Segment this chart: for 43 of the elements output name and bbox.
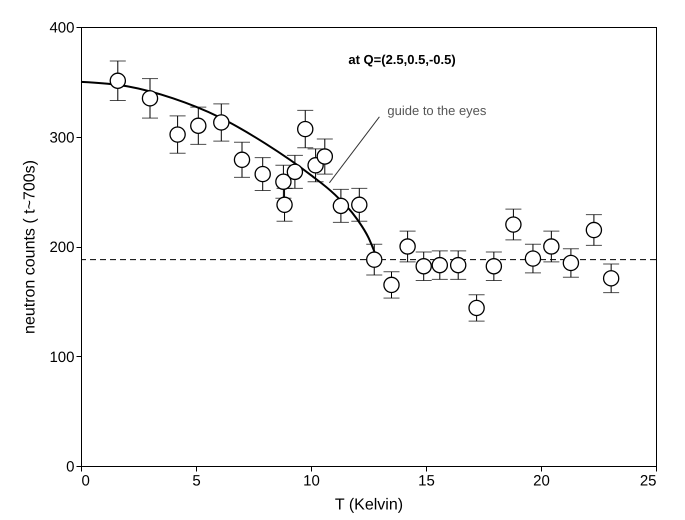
point — [332, 198, 350, 214]
point — [399, 238, 416, 255]
point — [366, 251, 382, 268]
x-tick-label: 15 — [418, 472, 435, 490]
point — [383, 276, 400, 294]
annotation: at Q=(2.5,0.5,-0.5) — [348, 52, 456, 67]
point — [450, 256, 466, 274]
point — [543, 238, 560, 255]
point — [586, 222, 602, 238]
point — [432, 256, 448, 274]
annotation: guide to the eyes — [387, 102, 487, 118]
point — [276, 196, 293, 214]
point — [415, 258, 432, 274]
point — [142, 90, 158, 107]
y-tick-label: 200 — [49, 239, 74, 256]
y-axis-title: neutron counts ( t~700s) — [21, 160, 38, 334]
x-tick-label: 5 — [192, 472, 201, 490]
y-tick-label: 100 — [49, 348, 74, 366]
x-tick-label: 10 — [303, 472, 320, 490]
point — [562, 254, 580, 272]
point — [468, 300, 485, 316]
y-tick-label: 300 — [49, 129, 74, 146]
point — [316, 148, 334, 165]
point — [286, 164, 304, 180]
point — [602, 270, 620, 287]
point — [505, 216, 522, 233]
point — [213, 114, 230, 131]
point — [297, 120, 314, 138]
point — [190, 118, 207, 134]
x-tick-label: 0 — [82, 472, 90, 490]
x-tick-label: 25 — [640, 472, 656, 490]
y-tick-label: 0 — [66, 458, 74, 476]
point — [234, 152, 250, 168]
point — [169, 126, 186, 143]
point — [254, 166, 271, 182]
x-tick-label: 20 — [533, 472, 550, 490]
x-axis-title: T (Kelvin) — [334, 496, 404, 514]
point — [275, 174, 292, 190]
point — [110, 72, 126, 89]
y-tick-label: 400 — [49, 20, 74, 36]
point — [351, 196, 368, 214]
point — [486, 258, 502, 274]
point — [524, 250, 542, 267]
